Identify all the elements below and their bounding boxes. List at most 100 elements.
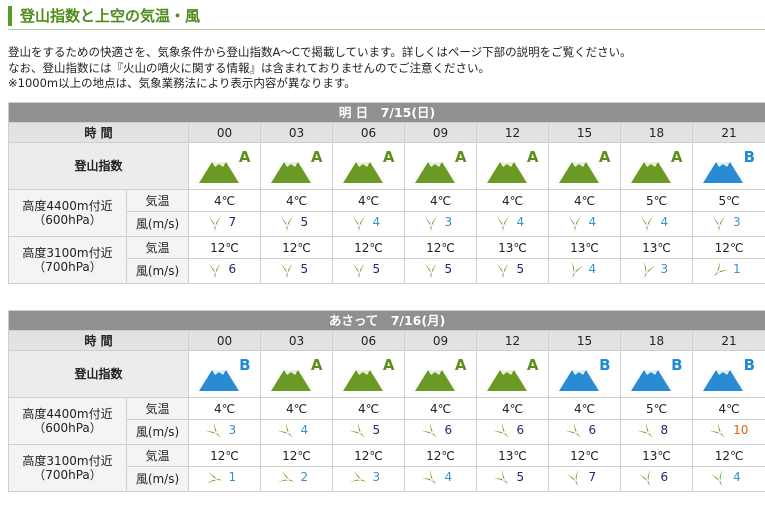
temperature-cell: 4℃ xyxy=(476,189,549,212)
altitude-label: 高度4400m付近 （600hPa） xyxy=(8,397,127,445)
forecast-table-day2: あさって 7/16(月) 時 間 00 03 06 09 12 15 18 21 登山指数 B A A A A… xyxy=(7,310,765,492)
wind-cell: 6 xyxy=(188,258,261,284)
hour-cell: 21 xyxy=(691,122,765,143)
temperature-label: 気温 xyxy=(126,444,189,467)
index-label: 登山指数 xyxy=(8,350,189,398)
mountain-icon: A xyxy=(342,356,395,391)
mountain-icon: A xyxy=(486,357,539,391)
altitude-label: 高度4400m付近 （600hPa） xyxy=(8,189,127,237)
hour-cell: 00 xyxy=(188,122,261,143)
altitude-text: 高度4400m付近 xyxy=(22,199,113,213)
index-grade: A xyxy=(382,356,395,374)
mountain-icon: A xyxy=(270,149,323,183)
pressure-text: （700hPa） xyxy=(33,468,102,482)
index-grade: A xyxy=(382,148,395,166)
wind-cell: 4 xyxy=(260,419,333,445)
wind-label: 風(m/s) xyxy=(126,211,189,237)
temperature-cell: 4℃ xyxy=(332,189,405,212)
hour-cell: 18 xyxy=(620,330,693,351)
wind-cell: 4 xyxy=(404,466,477,492)
intro-line: ※1000m以上の地点は、気象業務法により表示内容が異なります。 xyxy=(8,76,356,90)
intro-text: 登山をするための快適さを、気象条件から登山指数A～Cで掲載しています。詳しくはペ… xyxy=(8,45,632,92)
temperature-cell: 13℃ xyxy=(476,236,549,259)
wind-speed: 4 xyxy=(588,215,597,229)
altitude-label: 高度3100m付近 （700hPa） xyxy=(8,236,127,284)
wind-cell: 3 xyxy=(691,211,765,237)
wind-cell: 6 xyxy=(404,419,477,445)
index-grade: A xyxy=(454,148,467,166)
temperature-cell: 12℃ xyxy=(188,444,261,467)
temperature-cell: 4℃ xyxy=(404,189,477,212)
temperature-cell: 12℃ xyxy=(188,236,261,259)
wind-speed: 4 xyxy=(660,215,669,229)
climbing-index-cell: B xyxy=(620,350,693,398)
climbing-index-cell: A xyxy=(260,142,333,190)
hour-cell: 09 xyxy=(404,330,477,351)
temperature-cell: 4℃ xyxy=(404,397,477,420)
wind-cell: 4 xyxy=(548,211,621,237)
temperature-cell: 12℃ xyxy=(691,236,765,259)
temperature-cell: 12℃ xyxy=(691,444,765,467)
wind-speed: 5 xyxy=(372,423,381,437)
hour-cell: 21 xyxy=(691,330,765,351)
temperature-cell: 13℃ xyxy=(620,236,693,259)
wind-cell: 6 xyxy=(620,466,693,492)
wind-speed: 6 xyxy=(228,262,237,276)
wind-speed: 3 xyxy=(372,470,381,484)
hour-cell: 15 xyxy=(548,122,621,143)
wind-cell: 5 xyxy=(260,258,333,284)
wind-label: 風(m/s) xyxy=(126,466,189,492)
altitude-label: 高度3100m付近 （700hPa） xyxy=(8,444,127,492)
wind-cell: 5 xyxy=(332,419,405,445)
wind-label: 風(m/s) xyxy=(126,258,189,284)
temperature-cell: 12℃ xyxy=(260,236,333,259)
hour-cell: 18 xyxy=(620,122,693,143)
wind-cell: 8 xyxy=(620,419,693,445)
wind-cell: 7 xyxy=(188,211,261,237)
mountain-icon: A xyxy=(558,149,611,183)
temperature-cell: 4℃ xyxy=(691,397,765,420)
wind-cell: 5 xyxy=(404,258,477,284)
wind-speed: 5 xyxy=(444,262,453,276)
wind-speed: 8 xyxy=(660,423,669,437)
temperature-cell: 13℃ xyxy=(548,236,621,259)
wind-cell: 1 xyxy=(691,258,765,284)
index-grade: A xyxy=(454,356,467,374)
wind-cell: 3 xyxy=(620,258,693,284)
index-grade: A xyxy=(670,148,683,166)
hour-cell: 03 xyxy=(260,330,333,351)
mountain-icon: A xyxy=(414,356,467,391)
hour-cell: 00 xyxy=(188,330,261,351)
wind-speed: 6 xyxy=(588,423,597,437)
climbing-index-cell: A xyxy=(332,142,405,190)
index-grade: B xyxy=(743,148,756,166)
mountain-icon: B xyxy=(198,356,251,391)
hour-cell: 06 xyxy=(332,330,405,351)
index-grade: B xyxy=(239,356,251,374)
temperature-cell: 4℃ xyxy=(188,397,261,420)
wind-cell: 1 xyxy=(188,466,261,492)
climbing-index-cell: B xyxy=(691,350,765,398)
mountain-icon: A xyxy=(486,149,539,183)
mountain-icon: B xyxy=(630,357,683,391)
mountain-icon: A xyxy=(342,148,395,183)
wind-speed: 4 xyxy=(588,262,597,276)
header-accent-bar xyxy=(8,6,12,26)
climbing-index-cell: B xyxy=(188,350,261,398)
altitude-text: 高度3100m付近 xyxy=(22,454,113,468)
wind-speed: 3 xyxy=(660,262,669,276)
temperature-cell: 12℃ xyxy=(548,444,621,467)
wind-speed: 6 xyxy=(660,470,669,484)
wind-cell: 3 xyxy=(188,419,261,445)
temperature-label: 気温 xyxy=(126,236,189,259)
temperature-cell: 5℃ xyxy=(691,189,765,212)
wind-cell: 5 xyxy=(476,466,549,492)
wind-speed: 10 xyxy=(733,423,749,437)
wind-cell: 6 xyxy=(548,419,621,445)
climbing-index-cell: A xyxy=(332,350,405,398)
wind-speed: 6 xyxy=(516,423,525,437)
mountain-icon: B xyxy=(703,149,755,183)
wind-cell: 4 xyxy=(691,466,765,492)
wind-cell: 4 xyxy=(620,211,693,237)
mountain-icon: A xyxy=(198,149,251,183)
